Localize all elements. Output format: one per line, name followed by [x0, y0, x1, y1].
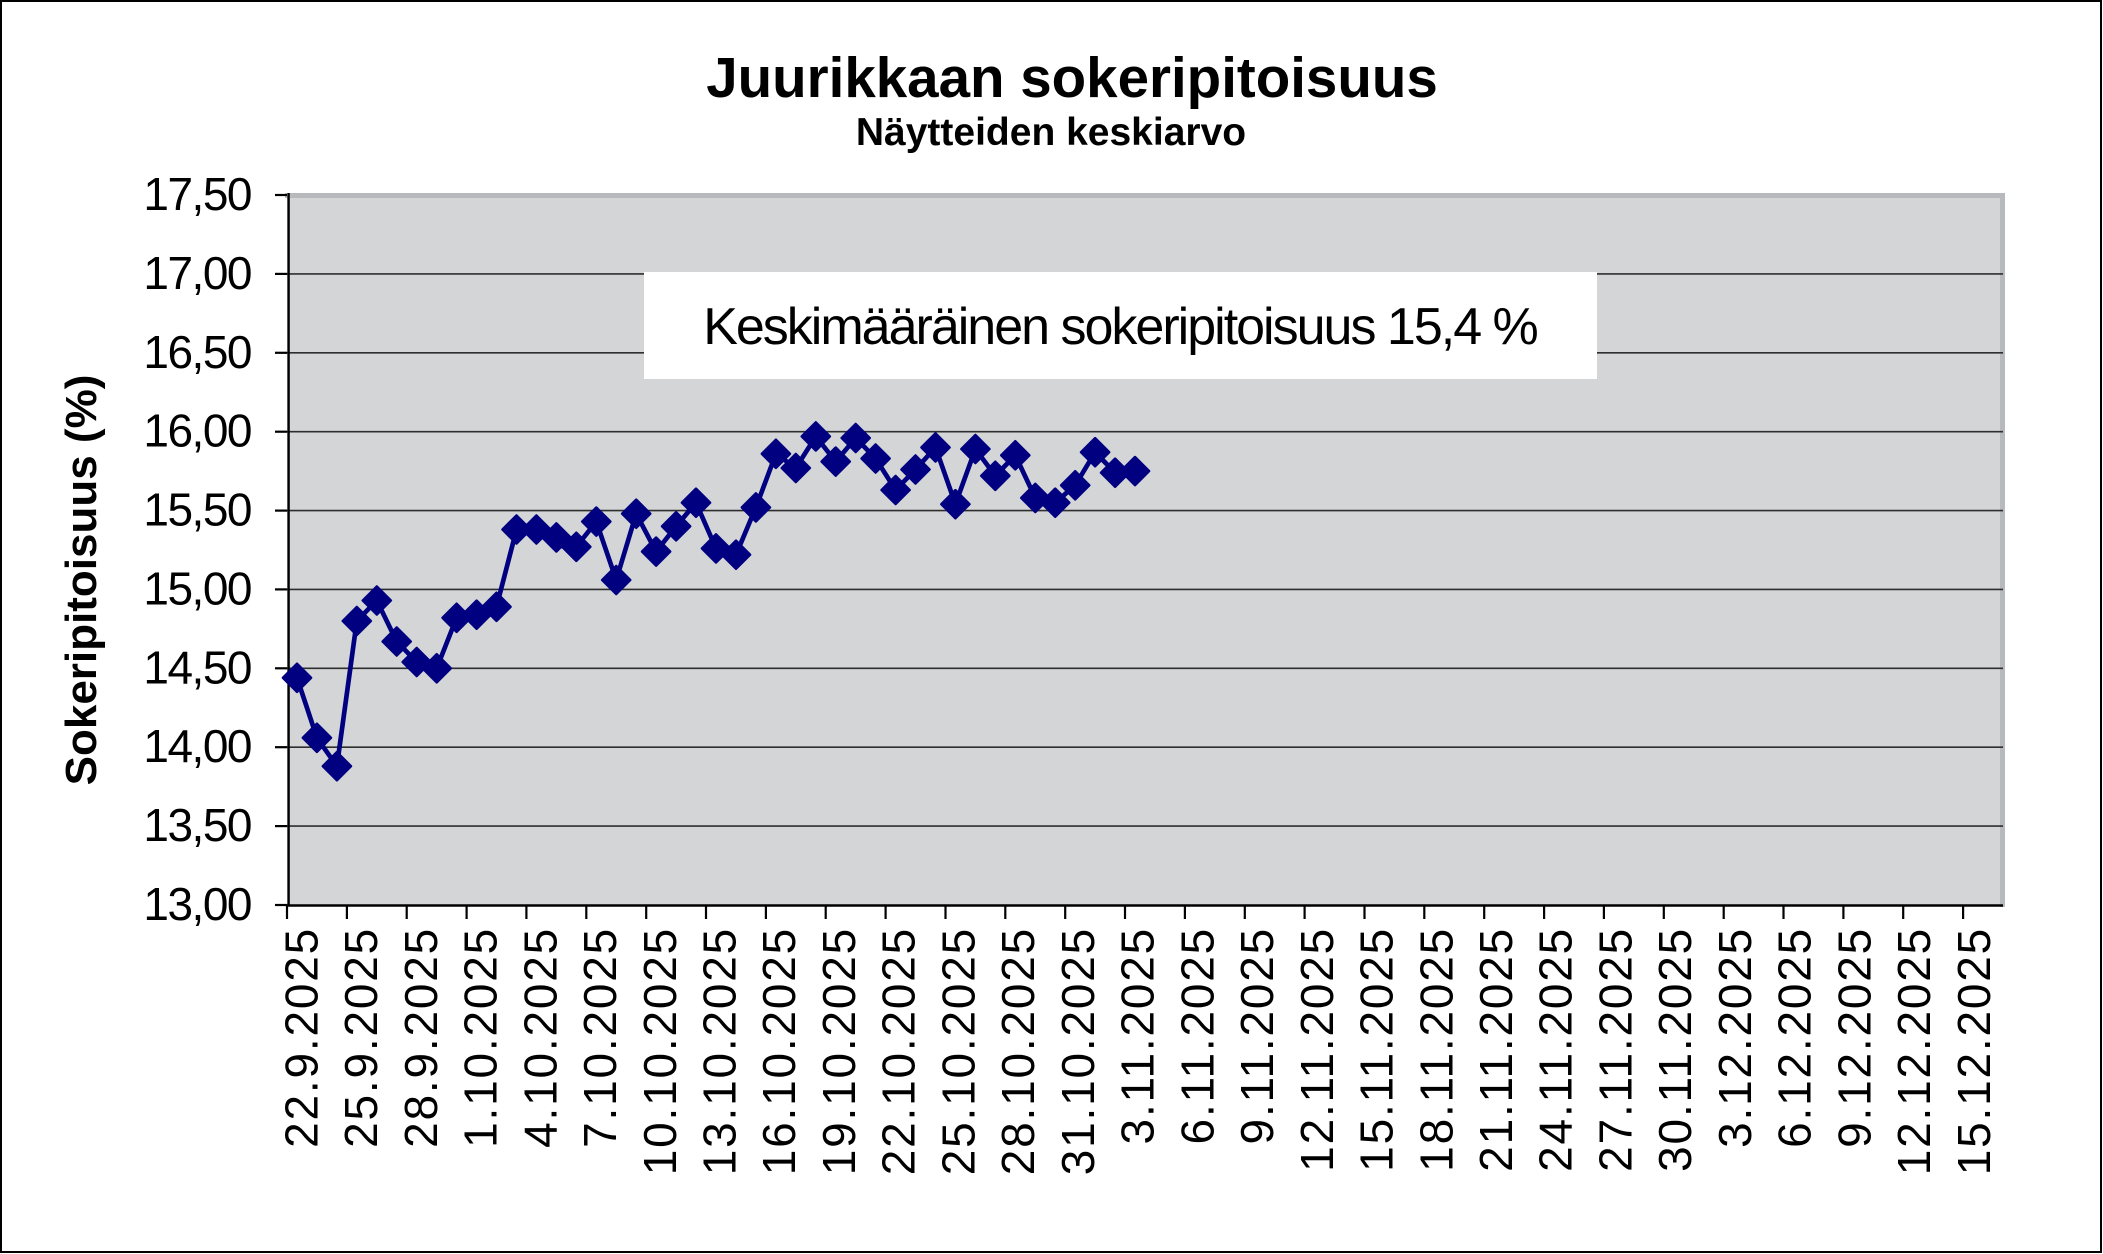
svg-text:25.9.2025: 25.9.2025 [335, 927, 387, 1148]
svg-text:1.10.2025: 1.10.2025 [455, 927, 507, 1148]
svg-text:3.11.2025: 3.11.2025 [1112, 927, 1164, 1144]
svg-text:13,00: 13,00 [143, 878, 251, 930]
svg-text:12.11.2025: 12.11.2025 [1291, 927, 1343, 1172]
svg-text:28.10.2025: 28.10.2025 [992, 927, 1044, 1175]
svg-text:3.12.2025: 3.12.2025 [1709, 927, 1761, 1148]
svg-text:21.11.2025: 21.11.2025 [1470, 927, 1522, 1172]
svg-text:22.10.2025: 22.10.2025 [873, 927, 925, 1175]
svg-text:6.12.2025: 6.12.2025 [1769, 927, 1821, 1148]
svg-text:4.10.2025: 4.10.2025 [514, 927, 566, 1148]
svg-text:15.11.2025: 15.11.2025 [1351, 927, 1403, 1172]
svg-text:13,50: 13,50 [143, 799, 251, 851]
svg-text:18.11.2025: 18.11.2025 [1410, 927, 1462, 1172]
svg-text:15.12.2025: 15.12.2025 [1948, 927, 2000, 1175]
svg-text:14,00: 14,00 [143, 720, 251, 772]
svg-text:31.10.2025: 31.10.2025 [1052, 927, 1104, 1175]
svg-text:25.10.2025: 25.10.2025 [932, 927, 984, 1175]
svg-text:Sokeripitoisuus (%): Sokeripitoisuus (%) [57, 375, 106, 786]
svg-text:17,00: 17,00 [143, 247, 251, 299]
svg-text:12.12.2025: 12.12.2025 [1888, 927, 1940, 1175]
svg-text:19.10.2025: 19.10.2025 [813, 927, 865, 1175]
svg-text:15,50: 15,50 [143, 484, 251, 536]
svg-text:16,50: 16,50 [143, 326, 251, 378]
svg-text:22.9.2025: 22.9.2025 [275, 927, 327, 1148]
svg-text:28.9.2025: 28.9.2025 [395, 927, 447, 1148]
svg-text:15,00: 15,00 [143, 562, 251, 614]
svg-text:16.10.2025: 16.10.2025 [753, 927, 805, 1175]
svg-text:14,50: 14,50 [143, 641, 251, 693]
svg-text:10.10.2025: 10.10.2025 [634, 927, 686, 1175]
svg-text:Näytteiden keskiarvo: Näytteiden keskiarvo [856, 111, 1246, 154]
svg-text:6.11.2025: 6.11.2025 [1171, 927, 1223, 1144]
svg-text:9.12.2025: 9.12.2025 [1828, 927, 1880, 1148]
svg-text:Keskimääräinen sokeripitoisuus: Keskimääräinen sokeripitoisuus 15,4 % [703, 298, 1537, 356]
svg-text:24.11.2025: 24.11.2025 [1530, 927, 1582, 1172]
svg-text:16,00: 16,00 [143, 405, 251, 457]
svg-text:27.11.2025: 27.11.2025 [1590, 927, 1642, 1172]
svg-text:30.11.2025: 30.11.2025 [1649, 927, 1701, 1172]
svg-text:Juurikkaan sokeripitoisuus: Juurikkaan sokeripitoisuus [706, 46, 1438, 109]
svg-text:7.10.2025: 7.10.2025 [574, 927, 626, 1148]
svg-text:13.10.2025: 13.10.2025 [694, 927, 746, 1175]
svg-text:17,50: 17,50 [143, 168, 251, 220]
svg-text:9.11.2025: 9.11.2025 [1231, 927, 1283, 1144]
